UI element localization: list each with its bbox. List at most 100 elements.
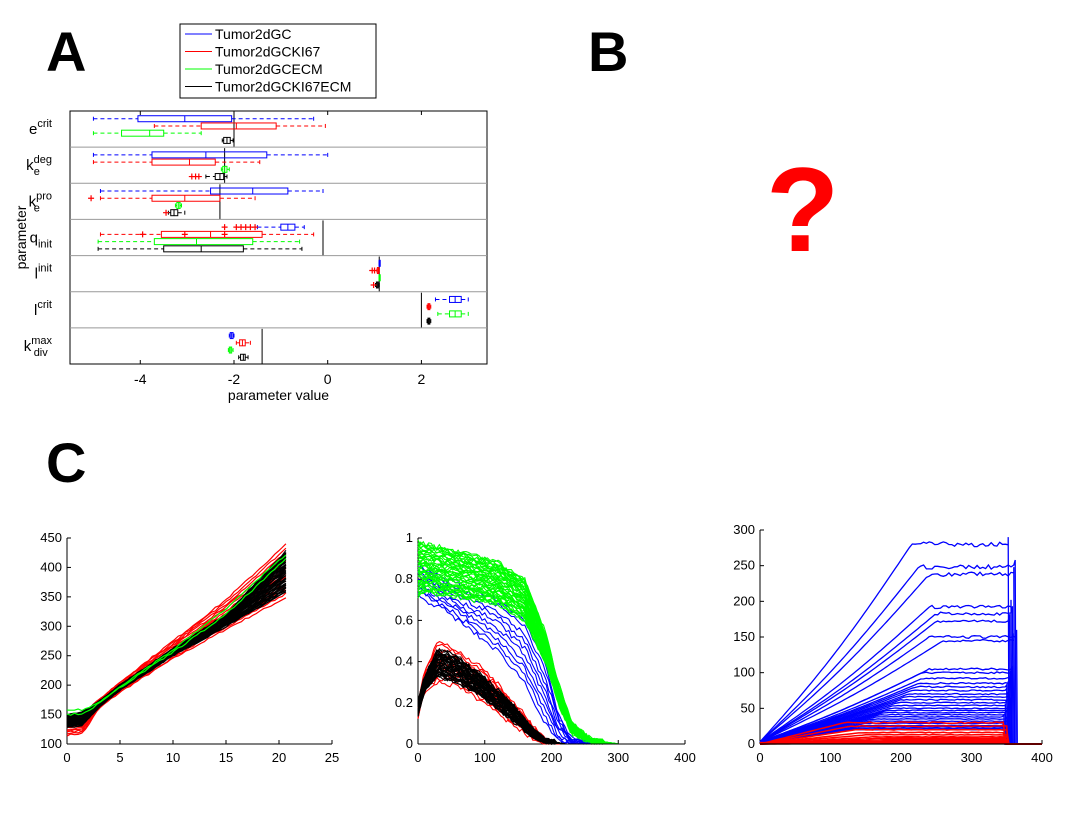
box-tumor2dgcki67ecm	[163, 209, 186, 217]
box-tumor2dgc	[434, 295, 469, 303]
c3-series-line	[759, 559, 1042, 745]
outlier-marker	[88, 195, 95, 202]
c1-series-line	[66, 554, 287, 712]
c2-y-tick-label: 0	[406, 736, 413, 751]
c1-series-line	[66, 552, 287, 716]
c1-series-line	[66, 597, 287, 737]
param-label: kmax div	[24, 335, 53, 359]
param-group-3: qinit	[30, 218, 487, 256]
c1-y-tick-label: 150	[40, 707, 62, 722]
c1-x-tick-label: 15	[219, 750, 233, 765]
outlier-marker	[139, 231, 146, 238]
box-tumor2dgcki67	[92, 158, 261, 166]
c2-y-tick-label: 0.2	[395, 695, 413, 710]
c2-x-tick-label: 100	[474, 750, 496, 765]
box-tumor2dgc	[228, 332, 235, 340]
param-group-5: lcrit	[34, 291, 487, 328]
outlier-marker	[371, 267, 378, 274]
panel-label-a: A	[46, 20, 87, 83]
param-label: ecrit	[29, 118, 52, 138]
box-tumor2dgc	[221, 223, 305, 231]
c3-y-tick-label: 200	[733, 593, 755, 608]
outlier-marker	[370, 281, 377, 288]
box-tumor2dgcecm	[97, 238, 301, 246]
panel-c-plot-1: 0 5 10 15 20 25 100 150 200 250 300 350 400 450	[40, 530, 339, 765]
c1-x-tick-label: 10	[166, 750, 180, 765]
panel-label-b: B	[588, 20, 629, 83]
c3-y-tick-label: 0	[748, 736, 755, 751]
param-label: kpro e	[29, 190, 52, 214]
c3-y-tick-label: 50	[741, 700, 755, 715]
legend-entry: Tumor2dGCKI67	[215, 44, 321, 60]
box-tumor2dgc	[92, 151, 329, 159]
c1-y-tick-label: 100	[40, 736, 62, 751]
c3-series-line	[759, 629, 1042, 745]
box-tumor2dgcecm	[220, 165, 230, 173]
box-tumor2dgcki67	[235, 339, 251, 347]
box-tumor2dgc	[99, 187, 324, 195]
c2-x-tick-label: 300	[607, 750, 629, 765]
outlier-marker	[181, 231, 188, 238]
param-group-4: linit	[35, 255, 487, 292]
box	[151, 158, 216, 166]
c3-x-tick-label: 300	[961, 750, 983, 765]
box-tumor2dgcecm	[227, 346, 234, 354]
box	[151, 194, 221, 202]
box	[121, 129, 165, 137]
c3-red-base-band	[760, 741, 1007, 744]
a-x-tick-label: 0	[324, 371, 332, 387]
box-tumor2dgcki67ecm	[221, 136, 234, 144]
c3-y-tick-label: 100	[733, 665, 755, 680]
box-tumor2dgcki67ecm	[370, 281, 380, 289]
outlier-marker	[221, 224, 228, 231]
c3-y-tick-label: 150	[733, 629, 755, 644]
c1-y-tick-label: 450	[40, 530, 62, 545]
c2-x-tick-label: 0	[414, 750, 421, 765]
c2-x-tick-label: 400	[674, 750, 696, 765]
box-tumor2dgcki67	[88, 194, 256, 202]
c1-series-line	[66, 592, 287, 735]
c2-y-tick-label: 0.8	[395, 571, 413, 586]
c1-y-tick-label: 300	[40, 618, 62, 633]
box-tumor2dgcki67ecm	[426, 317, 432, 325]
outlier-marker	[163, 209, 170, 216]
c2-y-tick-label: 0.6	[395, 612, 413, 627]
c2-y-tick-label: 0.4	[395, 654, 413, 669]
panel-a-axes-box	[69, 110, 488, 365]
c3-y-tick-label: 250	[733, 558, 755, 573]
c3-red-series-line	[759, 721, 1042, 745]
box-tumor2dgcki67	[369, 267, 380, 275]
c3-series-line	[759, 614, 1042, 745]
param-group-0: ecrit	[29, 112, 326, 148]
c1-series-line	[66, 554, 287, 717]
box-tumor2dgcki67ecm	[188, 173, 228, 181]
outlier-marker	[195, 173, 202, 180]
c1-y-tick-label: 200	[40, 677, 62, 692]
box	[163, 245, 244, 253]
c1-x-tick-label: 20	[272, 750, 286, 765]
box-tumor2dgcki67ecm	[238, 353, 249, 361]
c3-red-series-line	[759, 728, 1042, 745]
legend-entry: Tumor2dGC	[215, 26, 292, 42]
c2-x-tick-label: 200	[541, 750, 563, 765]
box-tumor2dgc	[378, 259, 381, 267]
c1-series-line	[66, 558, 287, 716]
box	[153, 238, 254, 246]
c1-y-tick-label: 350	[40, 589, 62, 604]
param-label: linit	[35, 263, 52, 283]
a-x-tick-label: 2	[418, 371, 426, 387]
c1-series-line	[66, 543, 287, 717]
c2-y-tick-label: 1	[406, 530, 413, 545]
box-tumor2dgcecm	[92, 129, 202, 137]
c3-series-line	[759, 633, 1042, 745]
c2-series-line	[417, 648, 685, 745]
box	[160, 230, 263, 238]
a-x-tick-label: -2	[228, 371, 241, 387]
c1-series-line	[66, 547, 287, 718]
param-group-6: kmax div	[24, 327, 487, 364]
c3-x-tick-label: 200	[890, 750, 912, 765]
box-tumor2dgcecm	[437, 310, 469, 318]
c3-y-tick-label: 300	[733, 522, 755, 537]
